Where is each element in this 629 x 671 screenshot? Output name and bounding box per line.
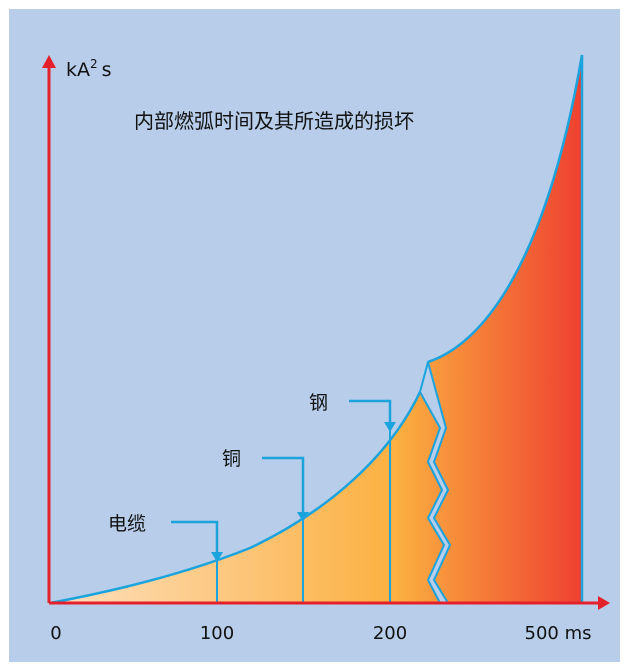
- energy-curve-upper: [427, 54, 584, 364]
- diagram-title: 内部燃弧时间及其所造成的损坏: [134, 109, 414, 133]
- label-cable: 电缆: [108, 513, 146, 535]
- cable-pointer: [171, 520, 219, 556]
- x-tick-200: 200: [373, 623, 407, 644]
- damage-area-right: [428, 55, 582, 603]
- x-tick-500: 500 ms: [525, 623, 592, 644]
- y-axis-unit: kA2 s: [66, 57, 112, 81]
- copper-pointer: [262, 456, 305, 516]
- energy-curve: [49, 391, 422, 605]
- x-tick-100: 100: [200, 623, 234, 644]
- y-axis-arrow: [42, 55, 56, 68]
- x-axis-arrow: [598, 596, 610, 610]
- cable-arrowhead: [211, 552, 223, 562]
- steel-pointer: [349, 399, 392, 426]
- copper-arrowhead: [297, 512, 309, 522]
- label-steel: 钢: [309, 392, 328, 414]
- x-tick-0: 0: [50, 623, 61, 644]
- steel-arrowhead: [384, 422, 396, 432]
- label-copper: 铜: [222, 448, 241, 470]
- damage-area-left: [50, 392, 444, 603]
